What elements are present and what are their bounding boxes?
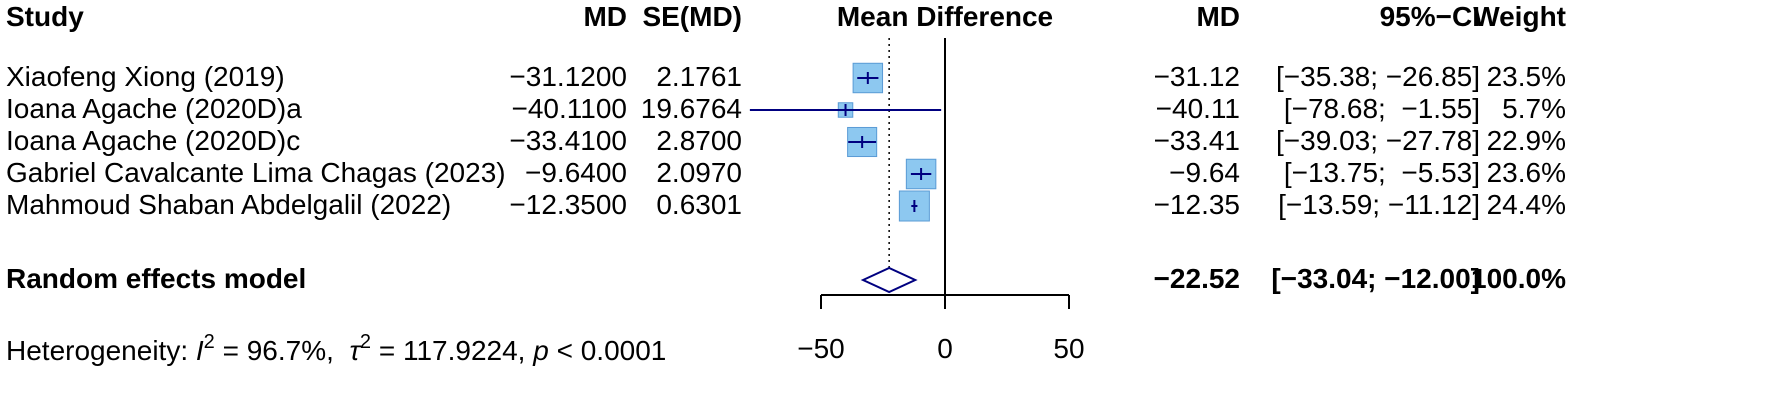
- pooled-label: Random effects model: [6, 263, 306, 294]
- header-plot: Mean Difference: [837, 1, 1053, 32]
- study-row: Mahmoud Shaban Abdelgalil (2022) −12.350…: [6, 189, 1566, 220]
- header-study: Study: [6, 1, 84, 32]
- study-name: Xiaofeng Xiong (2019): [6, 61, 285, 92]
- p-value: < 0.0001: [549, 335, 667, 366]
- study-weight: 22.9%: [1487, 125, 1566, 156]
- study-name: Gabriel Cavalcante Lima Chagas (2023): [6, 157, 506, 188]
- study-row: Gabriel Cavalcante Lima Chagas (2023) −9…: [6, 157, 1566, 188]
- x-axis: −50 0 50: [797, 294, 1085, 364]
- study-row: Ioana Agache (2020D)a −40.1100 19.6764 −…: [6, 93, 1566, 124]
- i2-value: = 96.7%,: [215, 335, 350, 366]
- study-weight: 23.5%: [1487, 61, 1566, 92]
- pooled-weight: 100.0%: [1471, 263, 1566, 294]
- i2-superscript: 2: [204, 331, 215, 353]
- pooled-ci: [−33.04; −12.00]: [1271, 263, 1480, 294]
- x-tick-label: 50: [1053, 333, 1084, 364]
- study-ci: [−13.59; −11.12]: [1278, 189, 1480, 220]
- tau2-value: = 117.9224,: [371, 335, 533, 366]
- study-md: −40.11: [1156, 93, 1240, 124]
- study-md-input: −9.6400: [525, 157, 627, 188]
- study-ci: [−39.03; −27.78]: [1276, 125, 1480, 156]
- tau2-superscript: 2: [360, 331, 371, 353]
- x-tick-label: 0: [937, 333, 953, 364]
- study-md-input: −40.1100: [512, 93, 628, 124]
- heterogeneity-prefix: Heterogeneity:: [6, 335, 196, 366]
- study-se-input: 19.6764: [641, 93, 742, 124]
- study-weight: 23.6%: [1487, 157, 1566, 188]
- study-ci: [−35.38; −26.85]: [1276, 61, 1480, 92]
- header-se-input: SE(MD): [642, 1, 742, 32]
- study-ci: [−13.75; −5.53]: [1284, 157, 1480, 188]
- pooled-row: Random effects model −22.52 [−33.04; −12…: [6, 263, 1566, 294]
- header-md: MD: [1196, 1, 1240, 32]
- study-row: Ioana Agache (2020D)c −33.4100 2.8700 −3…: [6, 125, 1566, 156]
- study-md: −31.12: [1154, 61, 1240, 92]
- study-md-input: −12.3500: [509, 189, 627, 220]
- study-md: −33.41: [1154, 125, 1240, 156]
- study-se-input: 2.8700: [656, 125, 742, 156]
- study-name: Ioana Agache (2020D)a: [6, 93, 302, 124]
- study-md-input: −31.1200: [509, 61, 627, 92]
- p-symbol: p: [532, 335, 549, 366]
- study-name: Ioana Agache (2020D)c: [6, 125, 300, 156]
- header-md-input: MD: [583, 1, 627, 32]
- study-weight: 5.7%: [1502, 93, 1566, 124]
- pooled-md: −22.52: [1154, 263, 1240, 294]
- study-md: −9.64: [1169, 157, 1240, 188]
- study-md-input: −33.4100: [509, 125, 627, 156]
- study-md: −12.35: [1154, 189, 1240, 220]
- header-row: Study MD SE(MD) Mean Difference MD 95%−C…: [6, 1, 1566, 32]
- i2-symbol: I: [196, 335, 204, 366]
- plot-area: [749, 38, 946, 294]
- study-name: Mahmoud Shaban Abdelgalil (2022): [6, 189, 451, 220]
- study-ci: [−78.68; −1.55]: [1284, 93, 1480, 124]
- study-weight: 24.4%: [1487, 189, 1566, 220]
- header-weight: Weight: [1473, 1, 1566, 32]
- tau2-symbol: τ: [349, 335, 361, 366]
- header-ci: 95%−CI: [1380, 1, 1480, 32]
- x-tick-label: −50: [797, 333, 845, 364]
- heterogeneity-text: Heterogeneity: I2 = 96.7%, τ2 = 117.9224…: [6, 331, 666, 366]
- study-row: Xiaofeng Xiong (2019) −31.1200 2.1761 −3…: [6, 61, 1566, 92]
- study-se-input: 0.6301: [656, 189, 742, 220]
- pooled-diamond: [860, 266, 918, 294]
- study-se-input: 2.0970: [656, 157, 742, 188]
- study-se-input: 2.1761: [656, 61, 742, 92]
